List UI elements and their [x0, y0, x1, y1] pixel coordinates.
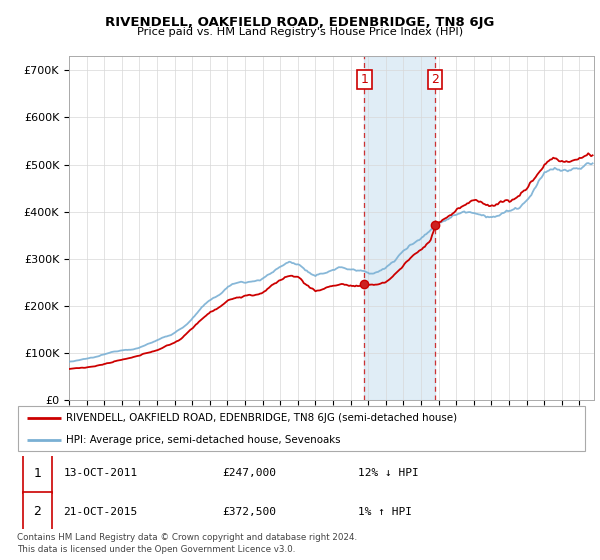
Text: 1: 1 — [34, 466, 41, 480]
Text: 1% ↑ HPI: 1% ↑ HPI — [358, 507, 412, 517]
Text: Price paid vs. HM Land Registry's House Price Index (HPI): Price paid vs. HM Land Registry's House … — [137, 27, 463, 37]
Text: 2: 2 — [431, 73, 439, 86]
Text: 12% ↓ HPI: 12% ↓ HPI — [358, 468, 419, 478]
Text: 21-OCT-2015: 21-OCT-2015 — [64, 507, 137, 517]
Text: RIVENDELL, OAKFIELD ROAD, EDENBRIDGE, TN8 6JG (semi-detached house): RIVENDELL, OAKFIELD ROAD, EDENBRIDGE, TN… — [66, 413, 457, 423]
Text: £247,000: £247,000 — [222, 468, 276, 478]
Text: RIVENDELL, OAKFIELD ROAD, EDENBRIDGE, TN8 6JG: RIVENDELL, OAKFIELD ROAD, EDENBRIDGE, TN… — [106, 16, 494, 29]
Bar — [23, 453, 52, 493]
Bar — [23, 492, 52, 532]
Text: 13-OCT-2011: 13-OCT-2011 — [64, 468, 137, 478]
Bar — [364, 56, 435, 400]
Text: 2: 2 — [34, 505, 41, 518]
Text: HPI: Average price, semi-detached house, Sevenoaks: HPI: Average price, semi-detached house,… — [66, 435, 341, 445]
Text: £372,500: £372,500 — [222, 507, 276, 517]
Text: Contains HM Land Registry data © Crown copyright and database right 2024.
This d: Contains HM Land Registry data © Crown c… — [17, 533, 357, 554]
Text: 1: 1 — [361, 73, 368, 86]
